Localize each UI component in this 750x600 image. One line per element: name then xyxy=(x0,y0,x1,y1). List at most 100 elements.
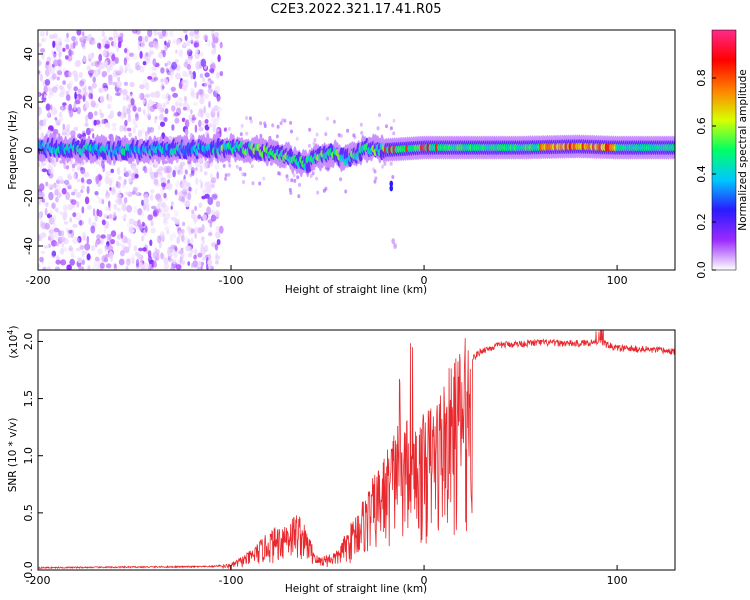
spectrogram-noise-cell xyxy=(194,167,198,171)
spectrogram-noise-cell xyxy=(132,126,136,135)
spectrogram-noise-cell xyxy=(164,79,169,85)
spectrogram-noise-cell xyxy=(52,214,57,222)
spectrogram-noise-cell xyxy=(181,260,186,265)
spectrogram-noise-cell xyxy=(117,111,122,117)
spectrogram-noise-cell xyxy=(240,123,244,128)
spectrogram-noise-cell xyxy=(215,200,221,208)
spectrogram-noise-cell xyxy=(67,185,72,190)
spectrogram-noise-cell xyxy=(147,126,151,135)
spectrogram-noise-cell xyxy=(214,243,219,251)
spectrogram-noise-cell xyxy=(40,132,45,140)
spectrogram-noise-cell xyxy=(203,171,208,176)
spectrogram-noise-cell xyxy=(175,49,178,54)
spectrogram-noise-cell xyxy=(75,212,82,221)
spectrogram-noise-cell xyxy=(113,203,118,210)
spectrogram-noise-cell xyxy=(129,81,135,88)
spectrogram-noise-cell xyxy=(140,235,145,242)
spectrogram-noise-cell xyxy=(114,33,120,38)
spectrogram-noise-cell xyxy=(199,165,203,173)
spectrogram-noise-cell xyxy=(76,201,80,208)
spectrogram-noise-cell xyxy=(134,112,139,118)
spectrogram-noise-cell xyxy=(84,250,87,255)
spectrogram-noise-cell xyxy=(148,259,154,264)
spectrogram-noise-cell xyxy=(210,214,217,222)
spectrogram-noise-cell xyxy=(44,222,51,230)
spectrogram-noise-cell xyxy=(197,252,203,258)
spectrogram-noise-cell xyxy=(160,201,166,209)
figure-title: C2E3.2022.321.17.41.R05 xyxy=(270,2,441,17)
spectrogram-noise-cell xyxy=(177,38,181,45)
spectrogram-noise-cell xyxy=(101,118,105,125)
spectrogram-noise-cell xyxy=(186,50,190,56)
spectrogram-noise-cell xyxy=(47,236,52,241)
spectrogram-noise-cell xyxy=(92,221,97,226)
spectrogram-noise-cell xyxy=(391,175,395,179)
spectrogram-noise-cell xyxy=(65,128,71,137)
spectrogram-noise-cell xyxy=(389,126,393,131)
spectrogram-noise-cell xyxy=(121,88,128,96)
spectrogram-noise-cell xyxy=(142,61,147,66)
spectrogram-noise-cell xyxy=(198,127,204,132)
spectrogram-noise-cell xyxy=(133,205,138,214)
spectrogram-noise-cell xyxy=(146,109,152,117)
spectrogram-noise-cell xyxy=(194,169,197,178)
spectrogram-noise-cell xyxy=(90,62,95,67)
spectrogram-noise-cell xyxy=(195,177,199,186)
spectrogram-noise-cell xyxy=(195,48,200,55)
spectrogram-noise-cell xyxy=(86,37,91,42)
spectrogram-noise-cell xyxy=(164,40,167,46)
spectrogram-noise-cell xyxy=(72,212,77,218)
colorbar-label: Normalized spectral amplitude xyxy=(737,69,749,230)
spectrogram-noise-cell xyxy=(138,247,144,252)
spectrogram-noise-cell xyxy=(86,178,92,185)
spectrogram-noise-cell xyxy=(235,164,239,169)
spectrogram-noise-cell xyxy=(165,167,171,174)
spectrogram-noise-cell xyxy=(212,33,215,42)
spectrogram-noise-cell xyxy=(60,247,64,255)
spectrogram-noise-cell xyxy=(131,165,137,172)
spectrogram-noise-cell xyxy=(142,36,146,42)
spectrogram-noise-cell xyxy=(164,225,170,231)
spectrogram-noise-cell xyxy=(288,187,292,192)
spectrogram-noise-cell xyxy=(156,235,161,244)
spectrogram-noise-cell xyxy=(148,50,152,58)
spectrogram-noise-cell xyxy=(281,118,285,123)
spectrogram-noise-cell xyxy=(204,182,210,190)
spectrogram-noise-cell xyxy=(202,252,207,260)
spectrogram-noise-cell xyxy=(125,170,132,177)
spectrogram-noise-cell xyxy=(164,62,168,67)
spectrogram-noise-cell xyxy=(107,121,111,129)
spectrogram-noise-cell xyxy=(145,133,148,141)
spectrogram-noise-cell xyxy=(206,206,212,215)
spectrogram-noise-cell xyxy=(54,242,60,247)
spectrogram-noise-cell xyxy=(290,178,294,183)
spectrogram-noise-cell xyxy=(65,44,70,50)
spectrogram-noise-cell xyxy=(224,127,228,132)
spectrogram-noise-cell xyxy=(198,88,204,96)
spectrogram-noise-cell xyxy=(40,232,47,239)
spectrogram-noise-cell xyxy=(123,197,128,204)
spectrogram-noise-cell xyxy=(216,72,220,79)
spectrogram-noise-cell xyxy=(79,80,85,87)
spectrogram-noise-cell xyxy=(56,37,63,44)
spectrogram-noise-cell xyxy=(81,250,85,258)
spectrogram-noise-cell xyxy=(199,156,204,165)
spectrogram-noise-cell xyxy=(125,265,129,270)
spectrogram-noise-cell xyxy=(121,244,126,251)
spectrogram-noise-cell xyxy=(151,72,157,79)
spectrogram-noise-cell xyxy=(309,174,313,178)
spectrogram-noise-cell xyxy=(245,116,248,120)
spectrogram-xlabel: Height of straight line (km) xyxy=(285,284,427,296)
spectrogram-noise-cell xyxy=(187,252,193,258)
spectrogram-noise-cell xyxy=(86,66,91,72)
spectrogram-noise-cell xyxy=(51,250,57,257)
spectrogram-noise-cell xyxy=(39,256,44,263)
spectrogram-noise-cell xyxy=(184,119,190,128)
spectrogram-noise-cell xyxy=(192,214,199,223)
spectrogram-noise-cell xyxy=(92,133,95,139)
spectrogram-noise-cell xyxy=(207,87,213,94)
spectrogram-noise-cell xyxy=(109,110,115,119)
spectrogram-noise-cell xyxy=(77,133,82,139)
spectrogram-noise-cell xyxy=(39,220,44,228)
spectrogram-noise-cell xyxy=(199,73,203,79)
